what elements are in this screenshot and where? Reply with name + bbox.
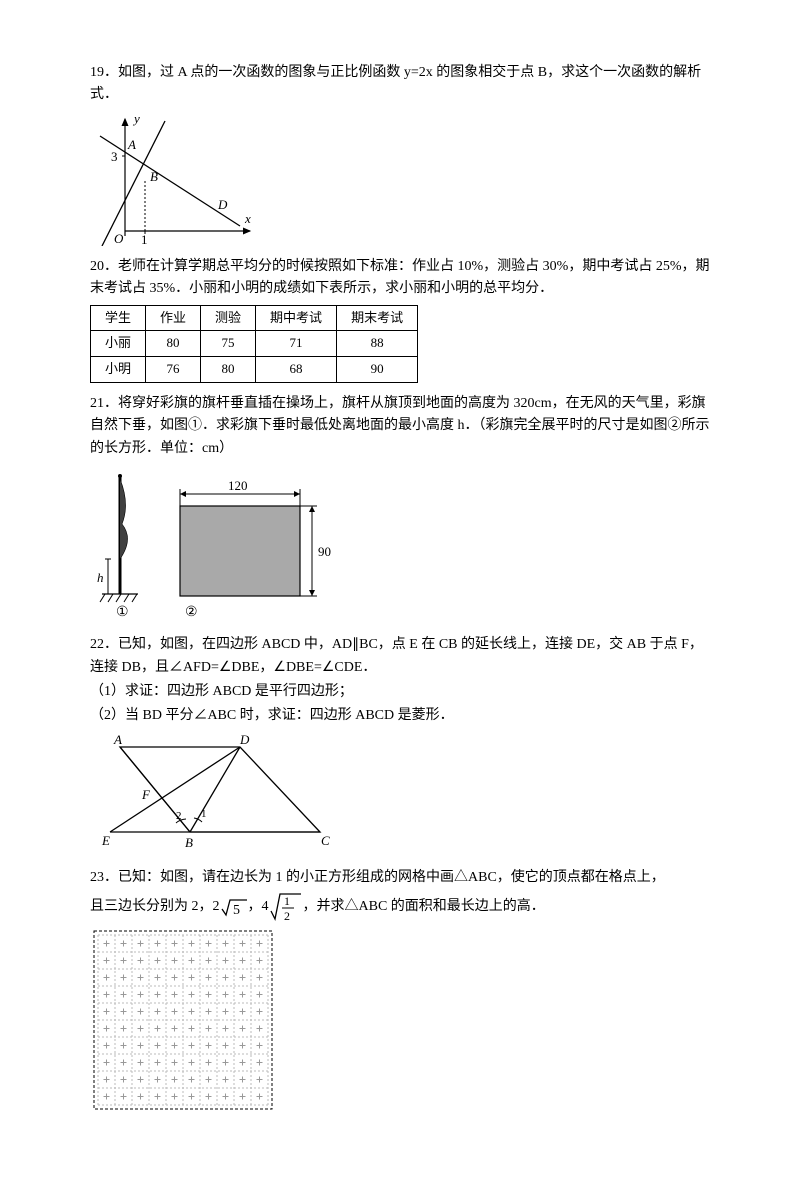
q23-grid	[90, 927, 710, 1117]
question-23: 23．已知：如图，请在边长为 1 的小正方形组成的网格中画△ABC，使它的顶点都…	[90, 867, 710, 1117]
q23-text-line2: 且三边长分别为 2，25，412，并求△ABC 的面积和最长边上的高．	[90, 891, 710, 923]
q19-label-y: y	[132, 111, 140, 126]
th-student: 学生	[91, 305, 146, 331]
q21-figure: h ① 120 90 ②	[90, 464, 710, 624]
cell: 88	[337, 331, 418, 357]
q23-mid2: ，4	[248, 899, 269, 914]
q22-lA: A	[113, 732, 122, 747]
table-row: 学生 作业 测验 期中考试 期末考试	[91, 305, 418, 331]
q23-text-pre: 23．已知：如图，请在边长为 1 的小正方形组成的网格中画△ABC，使它的顶点都…	[90, 867, 710, 889]
th-test: 测验	[201, 305, 256, 331]
q22-line2: （2）当 BD 平分∠ABC 时，求证：四边形 ABCD 是菱形．	[90, 705, 710, 727]
cell: 小丽	[91, 331, 146, 357]
q19-tick-y: 3	[111, 149, 118, 164]
sqrt-icon: 5	[220, 897, 248, 917]
question-22: 22．已知，如图，在四边形 ABCD 中，AD∥BC，点 E 在 CB 的延长线…	[90, 634, 710, 857]
cell: 80	[146, 331, 201, 357]
q22-lD: D	[239, 732, 250, 747]
q19-label-B: B	[150, 169, 158, 184]
frac-den: 2	[284, 909, 290, 923]
q19-label-D: D	[217, 197, 228, 212]
q19-label-O: O	[114, 231, 124, 246]
cell: 75	[201, 331, 256, 357]
q21-label-h: h	[97, 570, 104, 585]
q22-text: 22．已知，如图，在四边形 ABCD 中，AD∥BC，点 E 在 CB 的延长线…	[90, 634, 710, 679]
th-final: 期末考试	[337, 305, 418, 331]
q19-label-A: A	[127, 137, 136, 152]
q22-l2: 2	[176, 810, 182, 822]
cell: 68	[256, 357, 337, 383]
frac-num: 1	[284, 894, 290, 908]
question-19: 19．如图，过 A 点的一次函数的图象与正比例函数 y=2x 的图象相交于点 B…	[90, 62, 710, 246]
q19-figure: y x O 3 1 A B D	[90, 111, 710, 246]
question-20: 20．老师在计算学期总平均分的时候按照如下标准：作业占 10%，测验占 30%，…	[90, 256, 710, 383]
table-row: 小明 76 80 68 90	[91, 357, 418, 383]
q23-post: ，并求△ABC 的面积和最长边上的高．	[303, 899, 545, 914]
q23-mid1: 且三边长分别为 2，2	[90, 899, 220, 914]
q22-lE: E	[101, 833, 110, 848]
q19-text: 19．如图，过 A 点的一次函数的图象与正比例函数 y=2x 的图象相交于点 B…	[90, 62, 710, 107]
q21-text: 21．将穿好彩旗的旗杆垂直插在操场上，旗杆从旗顶到地面的高度为 320cm，在无…	[90, 393, 710, 460]
q20-table: 学生 作业 测验 期中考试 期末考试 小丽 80 75 71 88 小明 76 …	[90, 305, 418, 383]
q19-tick-x: 1	[141, 232, 148, 246]
sqrt5-val: 5	[233, 903, 240, 917]
q22-line1: （1）求证：四边形 ABCD 是平行四边形；	[90, 681, 710, 703]
table-row: 小丽 80 75 71 88	[91, 331, 418, 357]
sqrt-frac-icon: 12	[269, 891, 303, 923]
q22-figure: A D C B E F 1 2	[90, 732, 710, 857]
q21-label-1: ①	[116, 605, 129, 620]
q21-w-label: 120	[228, 478, 248, 493]
q22-l1: 1	[201, 808, 207, 820]
cell: 71	[256, 331, 337, 357]
q22-lF: F	[141, 787, 151, 802]
cell: 小明	[91, 357, 146, 383]
q21-h-label: 90	[318, 544, 331, 559]
cell: 90	[337, 357, 418, 383]
q21-label-2: ②	[185, 605, 198, 620]
th-hw: 作业	[146, 305, 201, 331]
q20-text: 20．老师在计算学期总平均分的时候按照如下标准：作业占 10%，测验占 30%，…	[90, 256, 710, 301]
q22-lC: C	[321, 833, 330, 848]
question-21: 21．将穿好彩旗的旗杆垂直插在操场上，旗杆从旗顶到地面的高度为 320cm，在无…	[90, 393, 710, 624]
q22-lB: B	[185, 835, 193, 850]
th-mid: 期中考试	[256, 305, 337, 331]
cell: 80	[201, 357, 256, 383]
q19-label-x: x	[244, 211, 251, 226]
cell: 76	[146, 357, 201, 383]
